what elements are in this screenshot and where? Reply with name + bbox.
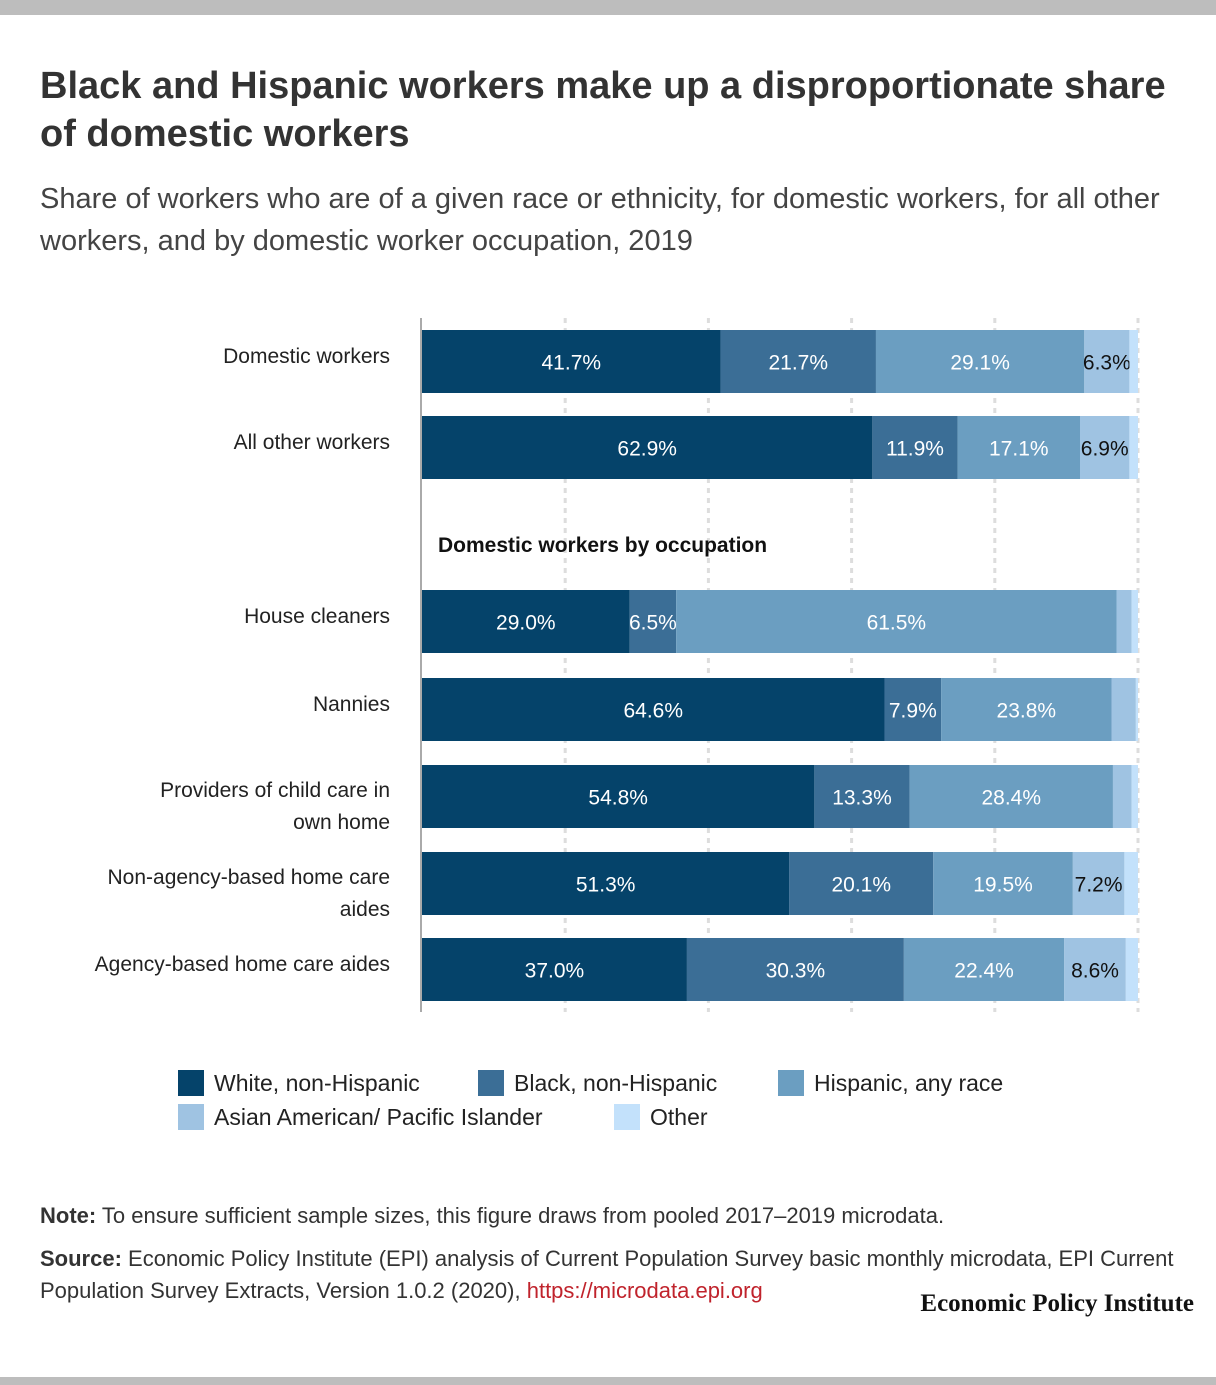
- data-label: 11.9%: [886, 438, 944, 461]
- data-label: 62.9%: [617, 438, 677, 461]
- bar-segment: [872, 416, 958, 479]
- legend-swatch-other: [614, 1104, 640, 1130]
- bar-segment: [1131, 590, 1138, 653]
- data-label: 6.5%: [629, 612, 677, 635]
- data-label: 28.4%: [981, 787, 1041, 810]
- bottom-border: [0, 1377, 1216, 1385]
- data-label: 21.7%: [768, 352, 828, 375]
- bar-segment: [903, 938, 1065, 1001]
- bar-segment: [422, 330, 721, 393]
- bar-segment: [422, 852, 790, 915]
- bar-segment: [676, 590, 1117, 653]
- legend-label-asian: Asian American/ Pacific Islander: [214, 1103, 543, 1130]
- category-label: Non-agency-based home care aides: [108, 866, 391, 921]
- data-label: 41.7%: [542, 352, 602, 375]
- bar-segment: [909, 765, 1113, 828]
- bar-segment: [422, 590, 630, 653]
- bar-segment: [1124, 852, 1138, 915]
- legend-label-white: White, non-Hispanic: [214, 1069, 420, 1096]
- legend-item-hispanic: Hispanic, any race: [778, 1070, 1003, 1097]
- data-label: 51.3%: [576, 874, 636, 897]
- bar-segment: [1135, 678, 1138, 741]
- data-label: 54.8%: [588, 787, 648, 810]
- bar-segment: [422, 678, 885, 741]
- source-label: Source:: [40, 1246, 122, 1271]
- legend-item-black: Black, non-Hispanic: [478, 1070, 778, 1097]
- brand-logo-text: Economic Policy Institute: [920, 1290, 1194, 1317]
- data-label: 22.4%: [954, 960, 1014, 983]
- note-label: Note:: [40, 1203, 97, 1228]
- note-text: To ensure sufficient sample sizes, this …: [96, 1203, 945, 1228]
- chart-subtitle: Share of workers who are of a given race…: [40, 183, 1160, 257]
- category-label: Nannies: [313, 693, 390, 716]
- legend-label-other: Other: [650, 1103, 708, 1130]
- data-label: 23.8%: [997, 700, 1057, 723]
- data-label: 17.1%: [989, 438, 1049, 461]
- bar-segment: [941, 678, 1112, 741]
- data-label: 64.6%: [623, 700, 683, 723]
- category-label: Agency-based home care aides: [95, 953, 390, 976]
- bar-segment: [933, 852, 1073, 915]
- bar-segment: [1072, 852, 1125, 915]
- data-label: 20.1%: [831, 874, 891, 897]
- note: Note: To ensure sufficient sample sizes,…: [40, 1200, 1180, 1232]
- data-label: 61.5%: [867, 612, 927, 635]
- data-label: 6.9%: [1081, 438, 1129, 461]
- bar-segment: [422, 765, 815, 828]
- bar-segment: [1112, 765, 1132, 828]
- bar-segment: [1116, 590, 1132, 653]
- bar-segment: [422, 416, 873, 479]
- legend-item-asian: Asian American/ Pacific Islander: [178, 1104, 614, 1131]
- source-link[interactable]: https://microdata.epi.org: [526, 1278, 763, 1303]
- legend-label-black: Black, non-Hispanic: [514, 1069, 718, 1096]
- bar-segment: [1080, 416, 1130, 479]
- data-label: 8.6%: [1071, 960, 1119, 983]
- legend-swatch-asian: [178, 1104, 204, 1130]
- data-label: 37.0%: [525, 960, 585, 983]
- bar-segment: [957, 416, 1081, 479]
- bar-segment: [875, 330, 1085, 393]
- source: Source: Economic Policy Institute (EPI) …: [40, 1243, 1180, 1307]
- category-label: House cleaners: [244, 605, 390, 628]
- stacked-bar-chart: Domestic workers 41.7% 21.7% 29.1% 6.3% All o…: [95, 318, 1140, 1012]
- category-label: Providers of child care in own home: [160, 779, 390, 834]
- bar-segment: [1084, 330, 1130, 393]
- legend-swatch-black: [478, 1070, 504, 1096]
- bar-segment: [1125, 938, 1138, 1001]
- bar-segment: [686, 938, 904, 1001]
- category-label: Domestic workers: [223, 345, 390, 368]
- legend-label-hispanic: Hispanic, any race: [814, 1069, 1004, 1096]
- legend-item-other: Other: [614, 1104, 708, 1131]
- bar-segment: [1064, 938, 1126, 1001]
- group-heading: Domestic workers by occupation: [438, 534, 767, 557]
- bar-segment: [1129, 416, 1138, 479]
- data-label: 29.1%: [950, 352, 1010, 375]
- chart-title: Black and Hispanic workers make up a dis…: [40, 65, 1166, 155]
- data-label: 6.3%: [1083, 352, 1131, 375]
- top-border: [0, 0, 1216, 15]
- data-label: 7.2%: [1075, 874, 1123, 897]
- legend-swatch-hispanic: [778, 1070, 804, 1096]
- legend-swatch-white: [178, 1070, 204, 1096]
- bar-segment: [1131, 765, 1138, 828]
- bar-segment: [789, 852, 934, 915]
- legend: White, non-Hispanic Black, non-Hispanic …: [178, 1066, 1078, 1134]
- data-label: 29.0%: [496, 612, 556, 635]
- bar-segment: [422, 938, 687, 1001]
- source-text: Economic Policy Institute (EPI) analysis…: [40, 1246, 1174, 1303]
- bar-segment: [814, 765, 910, 828]
- bar-segment: [720, 330, 876, 393]
- data-label: 19.5%: [973, 874, 1033, 897]
- bar-segment: [1111, 678, 1136, 741]
- bar-segment: [629, 590, 677, 653]
- legend-item-white: White, non-Hispanic: [178, 1070, 478, 1097]
- data-label: 13.3%: [832, 787, 892, 810]
- bar-segment: [884, 678, 942, 741]
- data-label: 30.3%: [766, 960, 826, 983]
- bar-segment: [1129, 330, 1138, 393]
- category-label: All other workers: [234, 431, 390, 454]
- data-label: 7.9%: [889, 700, 937, 723]
